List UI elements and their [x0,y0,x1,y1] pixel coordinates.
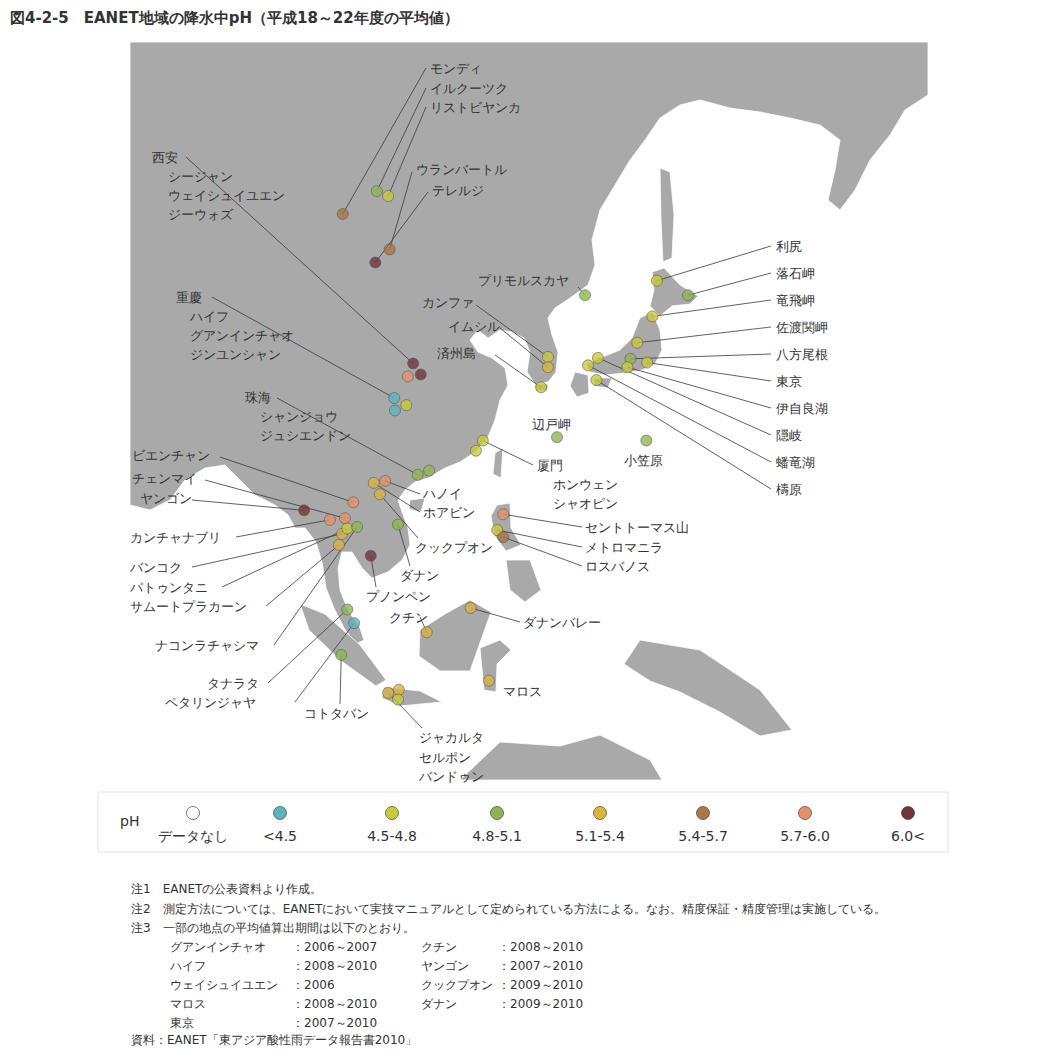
svg-text:マロス: マロス [503,684,542,699]
svg-text:イムシル: イムシル [448,319,500,334]
svg-text:八方尾根: 八方尾根 [776,347,828,362]
svg-text:檮原: 檮原 [776,482,802,497]
svg-text:ダナン: ダナン [400,568,439,583]
svg-text:リストビヤンカ: リストビヤンカ [430,100,521,115]
svg-text:済州島: 済州島 [437,346,476,361]
svg-text:：2006: ：2006 [292,978,335,992]
svg-text:：2008～2010: ：2008～2010 [292,959,377,973]
svg-text:メトロマニラ: メトロマニラ [585,540,663,555]
svg-text:ホンウェン: ホンウェン [553,477,618,492]
svg-text:ホアビン: ホアビン [423,505,475,520]
svg-text:西安: 西安 [152,150,178,165]
svg-text:：2009～2010: ：2009～2010 [498,978,583,992]
svg-text:ペタリンジャヤ: ペタリンジャヤ [165,695,256,710]
svg-text:バンドゥン: バンドゥン [418,769,484,784]
svg-text:4.5-4.8: 4.5-4.8 [367,828,417,844]
svg-text:ハノイ: ハノイ [422,486,462,501]
svg-text:竜飛岬: 竜飛岬 [776,293,815,308]
svg-text:セントトーマス山: セントトーマス山 [585,520,689,535]
svg-text:ウェイシュイユエン: ウェイシュイユエン [168,188,285,203]
svg-text:佐渡関岬: 佐渡関岬 [776,320,828,335]
svg-text:ヤンゴン: ヤンゴン [421,959,469,973]
svg-text:クックプオン: クックプオン [421,978,493,992]
svg-text:重慶: 重慶 [176,290,202,305]
svg-text:グアンインチャオ: グアンインチャオ [190,328,294,343]
svg-text:6.0<: 6.0< [891,828,925,844]
svg-text:伊自良湖: 伊自良湖 [776,401,828,416]
svg-text:シャンジョウ: シャンジョウ [260,409,338,424]
svg-text:ジーウォズ: ジーウォズ [168,207,234,222]
svg-text:ハイフ: ハイフ [169,959,206,973]
svg-text:ハイフ: ハイフ [189,309,229,324]
svg-text:東京: 東京 [170,1016,194,1030]
svg-text:バンコク: バンコク [129,560,182,575]
svg-text:pH: pH [120,813,139,829]
svg-text:珠海: 珠海 [245,390,271,405]
svg-text:落石岬: 落石岬 [776,266,815,281]
svg-text:カンチャナブリ: カンチャナブリ [130,530,221,545]
svg-text:ウェイシュイユエン: ウェイシュイユエン [170,978,278,992]
svg-text:チェンマイ: チェンマイ [132,471,197,486]
svg-text:グアンインチャオ: グアンインチャオ [170,940,266,954]
svg-text:蟠竜湖: 蟠竜湖 [776,455,815,470]
svg-text:モンディ: モンディ [430,61,482,76]
svg-text:ダナン: ダナン [421,997,457,1011]
svg-text:ダナンバレー: ダナンバレー [523,615,601,630]
svg-text:パトゥンタニ: パトゥンタニ [129,580,208,595]
svg-text:クックプオン: クックプオン [415,540,493,555]
svg-text:シャオピン: シャオピン [553,496,618,511]
svg-text:データなし: データなし [158,828,228,844]
svg-text:プリモルスカヤ: プリモルスカヤ [478,273,569,288]
svg-text:クチン: クチン [421,940,457,954]
svg-text:<4.5: <4.5 [263,828,297,844]
svg-text:マロス: マロス [170,997,206,1011]
svg-text:辺戸岬: 辺戸岬 [532,417,571,432]
svg-text:厦門: 厦門 [537,458,563,473]
svg-text:注3 一部の地点の平均値算出期間は以下のとおり。: 注3 一部の地点の平均値算出期間は以下のとおり。 [131,921,415,935]
svg-text:5.1-5.4: 5.1-5.4 [575,828,625,844]
svg-text:コトタバン: コトタバン [304,706,369,721]
svg-text:プノンペン: プノンペン [366,589,431,604]
svg-text:ウランバートル: ウランバートル [416,162,507,177]
svg-text:サムートプラカーン: サムートプラカーン [130,599,247,614]
svg-text:：2007～2010: ：2007～2010 [498,959,583,973]
svg-text:クチン: クチン [389,610,428,625]
svg-text:ビエンチャン: ビエンチャン [132,448,210,463]
svg-text:利尻: 利尻 [776,239,802,254]
svg-text:5.4-5.7: 5.4-5.7 [678,828,728,844]
svg-text:4.8-5.1: 4.8-5.1 [472,828,522,844]
svg-text:東京: 東京 [776,374,802,389]
svg-text:シージャン: シージャン [168,169,233,184]
svg-text:：2008～2010: ：2008～2010 [498,940,583,954]
svg-text:隠岐: 隠岐 [776,428,802,443]
svg-text:：2008～2010: ：2008～2010 [292,997,377,1011]
svg-text:注2 測定方法については、EANETにおいて実技マニュアルと: 注2 測定方法については、EANETにおいて実技マニュアルとして定められている方… [131,902,886,916]
svg-text:小笠原: 小笠原 [624,453,663,468]
svg-text:ジュシエンドン: ジュシエンドン [260,428,351,443]
svg-text:ロスバノス: ロスバノス [585,559,650,574]
svg-text:ヤンゴン: ヤンゴン [140,491,192,506]
svg-text:：2009～2010: ：2009～2010 [498,997,583,1011]
svg-text:タナラタ: タナラタ [207,676,259,691]
svg-text:：2007～2010: ：2007～2010 [292,1016,377,1030]
svg-text:テレルジ: テレルジ [432,183,484,198]
svg-text:資料：EANET「東アジア酸性雨データ報告書2010」: 資料：EANET「東アジア酸性雨データ報告書2010」 [131,1033,417,1047]
svg-text:ジンユンシャン: ジンユンシャン [190,347,281,362]
svg-text:カンファ: カンファ [422,295,474,310]
svg-text:5.7-6.0: 5.7-6.0 [780,828,830,844]
svg-text:ナコンラチャシマ: ナコンラチャシマ [155,638,259,653]
svg-text:セルポン: セルポン [419,750,471,765]
svg-text:注1 EANETの公表資料より作成。: 注1 EANETの公表資料より作成。 [131,882,322,896]
svg-text:ジャカルタ: ジャカルタ [419,730,484,745]
svg-text:図4-2-5 EANET地域の降水中pH（平成18～22年度: 図4-2-5 EANET地域の降水中pH（平成18～22年度の平均値） [10,9,459,27]
svg-text:：2006～2007: ：2006～2007 [292,940,377,954]
svg-text:イルクーツク: イルクーツク [430,81,508,96]
